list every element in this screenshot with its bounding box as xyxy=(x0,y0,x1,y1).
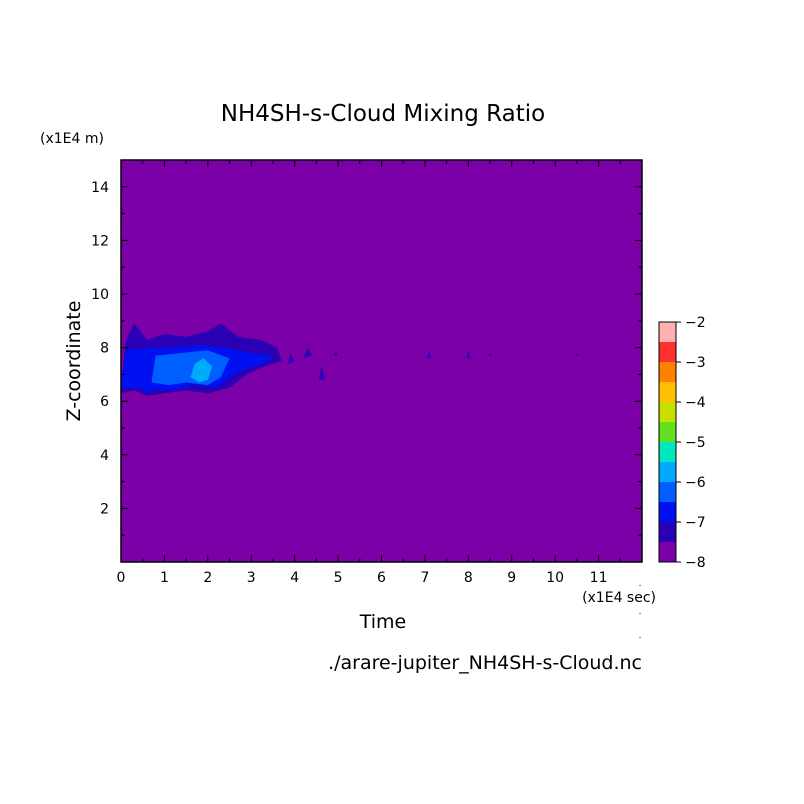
colorbar-tick-label: −2 xyxy=(685,315,706,331)
contour-region xyxy=(466,350,471,359)
contour-region xyxy=(303,347,312,359)
colorbar-swatch xyxy=(659,502,676,522)
contour-region xyxy=(288,353,295,364)
x-tick-label: 7 xyxy=(420,570,429,586)
x-tick-label: 6 xyxy=(377,570,386,586)
contour-region xyxy=(144,371,154,394)
contour-region xyxy=(574,353,579,356)
colorbar-swatch xyxy=(659,422,676,442)
chart-title: NH4SH-s-Cloud Mixing Ratio xyxy=(221,101,545,127)
contour-region xyxy=(190,358,213,383)
source-filename: ./arare-jupiter_NH4SH-s-Cloud.nc xyxy=(328,652,642,674)
colorbar-swatch xyxy=(659,402,676,422)
colorbar-tick-label: −3 xyxy=(685,355,706,371)
colorbar-tick-label: −4 xyxy=(685,395,706,411)
x-tick-label: 0 xyxy=(117,570,126,586)
colorbar-swatch xyxy=(659,322,676,342)
colorbar-tick-label: −7 xyxy=(685,515,706,531)
x-tick-label: 5 xyxy=(334,570,343,586)
x-axis-ticks: 0 1 2 3 4 5 6 7 8 9 10 11 xyxy=(117,160,643,586)
contour-region xyxy=(487,353,493,356)
y-tick-label: 6 xyxy=(100,394,109,410)
colorbar-swatch xyxy=(659,482,676,502)
y-tick-label: 10 xyxy=(91,287,109,303)
tick-mark-small: . xyxy=(639,607,642,617)
contour-region xyxy=(427,350,432,359)
x-tick-label: 4 xyxy=(290,570,299,586)
colorbar-swatch xyxy=(659,542,676,562)
contour-region xyxy=(318,366,326,380)
colorbar-swatch xyxy=(659,442,676,462)
contour-region xyxy=(333,350,339,356)
x-tick-label: 9 xyxy=(507,570,516,586)
x-tick-label: 2 xyxy=(203,570,212,586)
y-tick-label: 12 xyxy=(91,233,109,249)
colorbar-swatch xyxy=(659,522,676,542)
x-tick-label: 3 xyxy=(247,570,256,586)
y-tick-label: 14 xyxy=(91,180,109,196)
tick-mark-small: . xyxy=(639,579,642,589)
tick-mark-small: . xyxy=(639,631,642,641)
colorbar: −2 −3 −4 −5 −6 −7 −8 xyxy=(658,315,706,571)
x-axis-label: Time xyxy=(359,611,407,633)
x-tick-label: 11 xyxy=(590,570,608,586)
contour-region xyxy=(151,350,230,386)
y-tick-label: 4 xyxy=(100,448,109,464)
x-tick-label: 1 xyxy=(160,570,169,586)
colorbar-swatch xyxy=(659,362,676,382)
y-tick-label: 8 xyxy=(100,341,109,357)
y-tick-label: 2 xyxy=(100,501,109,517)
x-tick-label: 10 xyxy=(546,570,564,586)
colorbar-swatch xyxy=(659,382,676,402)
y-axis-ticks: 2 4 6 8 10 12 14 xyxy=(91,159,642,563)
colorbar-tick-label: −8 xyxy=(685,555,706,571)
colorbar-tick-label: −5 xyxy=(685,435,706,451)
x-unit-label: (x1E4 sec) xyxy=(582,590,656,606)
contour-regions xyxy=(121,323,579,396)
y-unit-label: (x1E4 m) xyxy=(40,131,104,147)
x-tick-label: 8 xyxy=(464,570,473,586)
colorbar-swatch xyxy=(659,342,676,362)
y-axis-label: Z-coordinate xyxy=(63,301,85,422)
colorbar-swatch xyxy=(659,462,676,482)
colorbar-tick-label: −6 xyxy=(685,475,706,491)
